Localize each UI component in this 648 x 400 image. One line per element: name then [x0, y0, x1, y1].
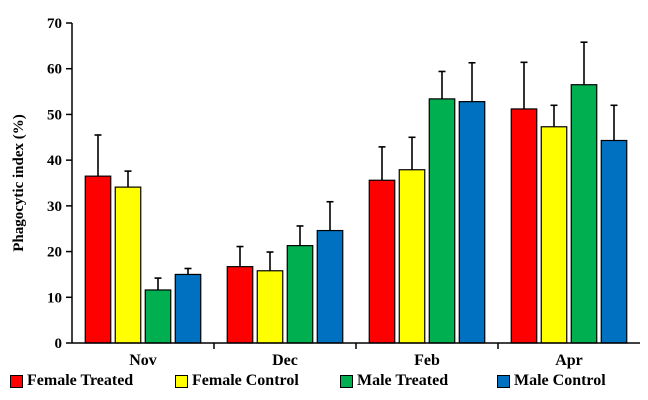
bar — [256, 270, 284, 344]
bar — [226, 266, 254, 344]
y-tick-label: 50 — [47, 107, 62, 123]
x-category-label: Nov — [129, 352, 157, 369]
x-category-label: Apr — [555, 352, 583, 369]
legend-swatch — [497, 374, 510, 388]
legend-item: Female Treated — [10, 372, 133, 390]
y-tick-label: 60 — [47, 62, 62, 78]
legend-item: Male Treated — [340, 372, 448, 390]
y-tick-label: 70 — [47, 16, 62, 32]
legend-item: Female Control — [175, 372, 299, 390]
y-tick-label: 20 — [47, 245, 62, 261]
y-tick-label: 30 — [47, 199, 62, 215]
legend-label: Female Control — [192, 372, 299, 389]
bar — [398, 169, 426, 344]
y-tick-label: 40 — [47, 153, 62, 169]
legend: Female Treated Female Control Male Treated… — [0, 372, 648, 398]
x-axis: Nov Dec Feb Apr — [72, 342, 640, 369]
legend-label: Male Control — [514, 372, 606, 389]
x-category-label: Feb — [414, 352, 440, 369]
bar — [600, 139, 628, 344]
bar — [428, 98, 456, 344]
legend-swatch — [175, 374, 188, 388]
y-axis: 0 10 20 30 40 50 60 70 — [47, 16, 73, 352]
bar — [286, 245, 314, 344]
y-tick-label: 0 — [55, 336, 63, 352]
legend-label: Female Treated — [27, 372, 134, 389]
bar — [368, 179, 396, 344]
legend-swatch — [340, 374, 353, 388]
bar — [458, 101, 486, 344]
x-category-label: Dec — [272, 352, 298, 369]
legend-item: Male Control — [497, 372, 606, 390]
bar — [540, 126, 568, 344]
bar — [84, 175, 112, 344]
bar — [316, 229, 344, 344]
bar — [570, 84, 598, 344]
bar — [144, 289, 172, 344]
legend-swatch — [10, 374, 23, 388]
y-axis-label: Phagocytic index (%) — [11, 114, 27, 251]
y-tick-label: 10 — [47, 290, 62, 306]
legend-label: Male Treated — [357, 372, 449, 389]
bar — [174, 273, 202, 344]
bar — [510, 108, 538, 344]
bars — [84, 41, 628, 344]
bar-chart: 0 10 20 30 40 50 60 70 Nov Dec Feb Apr Phagocytic … — [11, 16, 640, 369]
bar — [114, 186, 142, 344]
